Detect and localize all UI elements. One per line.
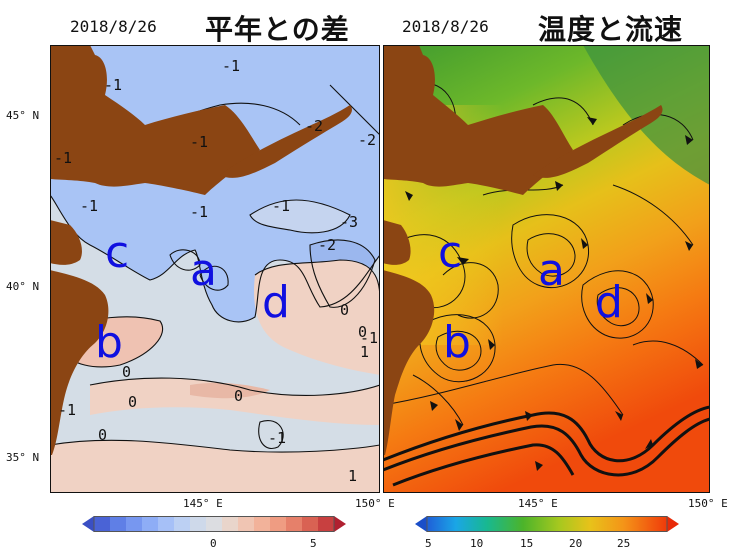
right-title: 温度と流速 [538,13,684,46]
contour-label: -2 [358,131,376,149]
temperature-colorbar-tick: 25 [617,537,631,550]
anomaly-colorbar-tick: 0 [210,537,217,550]
contour-label: -1 [272,197,290,215]
left-lon-label-145: 145° E [183,497,223,510]
anomaly-colorbar [82,516,346,532]
temperature-colorbar [415,516,679,532]
region-label-b: b [95,317,123,368]
temperature-colorbar-tick: 10 [470,537,484,550]
contour-label: 1 [348,467,357,485]
left-title: 平年との差 [205,13,350,46]
contour-label: -1 [104,76,122,94]
region-label-b: b [443,317,471,368]
region-label-a: a [190,245,217,296]
region-label-d: d [262,277,290,328]
temperature-colorbar-tick: 20 [569,537,583,550]
left-date: 2018/8/26 [70,17,157,36]
right-lon-label-145: 145° E [518,497,558,510]
right-lon-label-150: 150° E [688,497,728,510]
contour-label: -2 [318,236,336,254]
contour-label: -1 [54,149,72,167]
contour-label: 0 [234,387,243,405]
contour-label: -1 [268,429,286,447]
contour-label: -1 [190,133,208,151]
contour-label: -1 [58,401,76,419]
contour-label: 0 [98,426,107,444]
contour-label: -3 [340,213,358,231]
warm-anomaly-area [254,260,380,375]
lat-label-45: 45° N [6,109,40,122]
anomaly-colorbar-tick: 5 [310,537,317,550]
temperature-current-map: c a d b [383,45,710,493]
land-mass [383,45,663,455]
contour-label: -1 [360,329,378,347]
contour-label: 0 [122,363,131,381]
contour-label: -2 [305,117,323,135]
contour-label: 0 [340,301,349,319]
contour-label: 0 [358,323,367,341]
anomaly-map: -1 -1 -1 -2 -2 -1 -1 -1 -3 -2 -1 0 0 0 0… [50,45,380,493]
contour-label: 1 [360,343,369,361]
region-label-c: c [105,227,129,278]
right-date: 2018/8/26 [402,17,489,36]
contour-label: 0 [128,393,137,411]
contour-label: -1 [222,57,240,75]
region-label-a: a [538,245,565,296]
contour-label: -1 [80,197,98,215]
temperature-colorbar-tick: 15 [520,537,534,550]
left-lon-label-150: 150° E [355,497,395,510]
temperature-colorbar-tick: 5 [425,537,432,550]
lat-label-35: 35° N [6,451,40,464]
region-label-d: d [595,277,623,328]
land-mass [50,45,352,455]
contour-label: -1 [190,203,208,221]
lat-label-40: 40° N [6,280,40,293]
region-label-c: c [438,227,462,278]
